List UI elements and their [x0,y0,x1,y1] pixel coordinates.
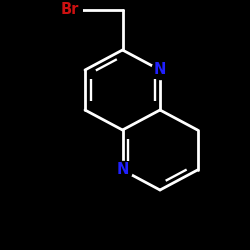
Text: Br: Br [61,2,79,18]
Text: N: N [116,162,129,178]
Text: N: N [154,62,166,78]
